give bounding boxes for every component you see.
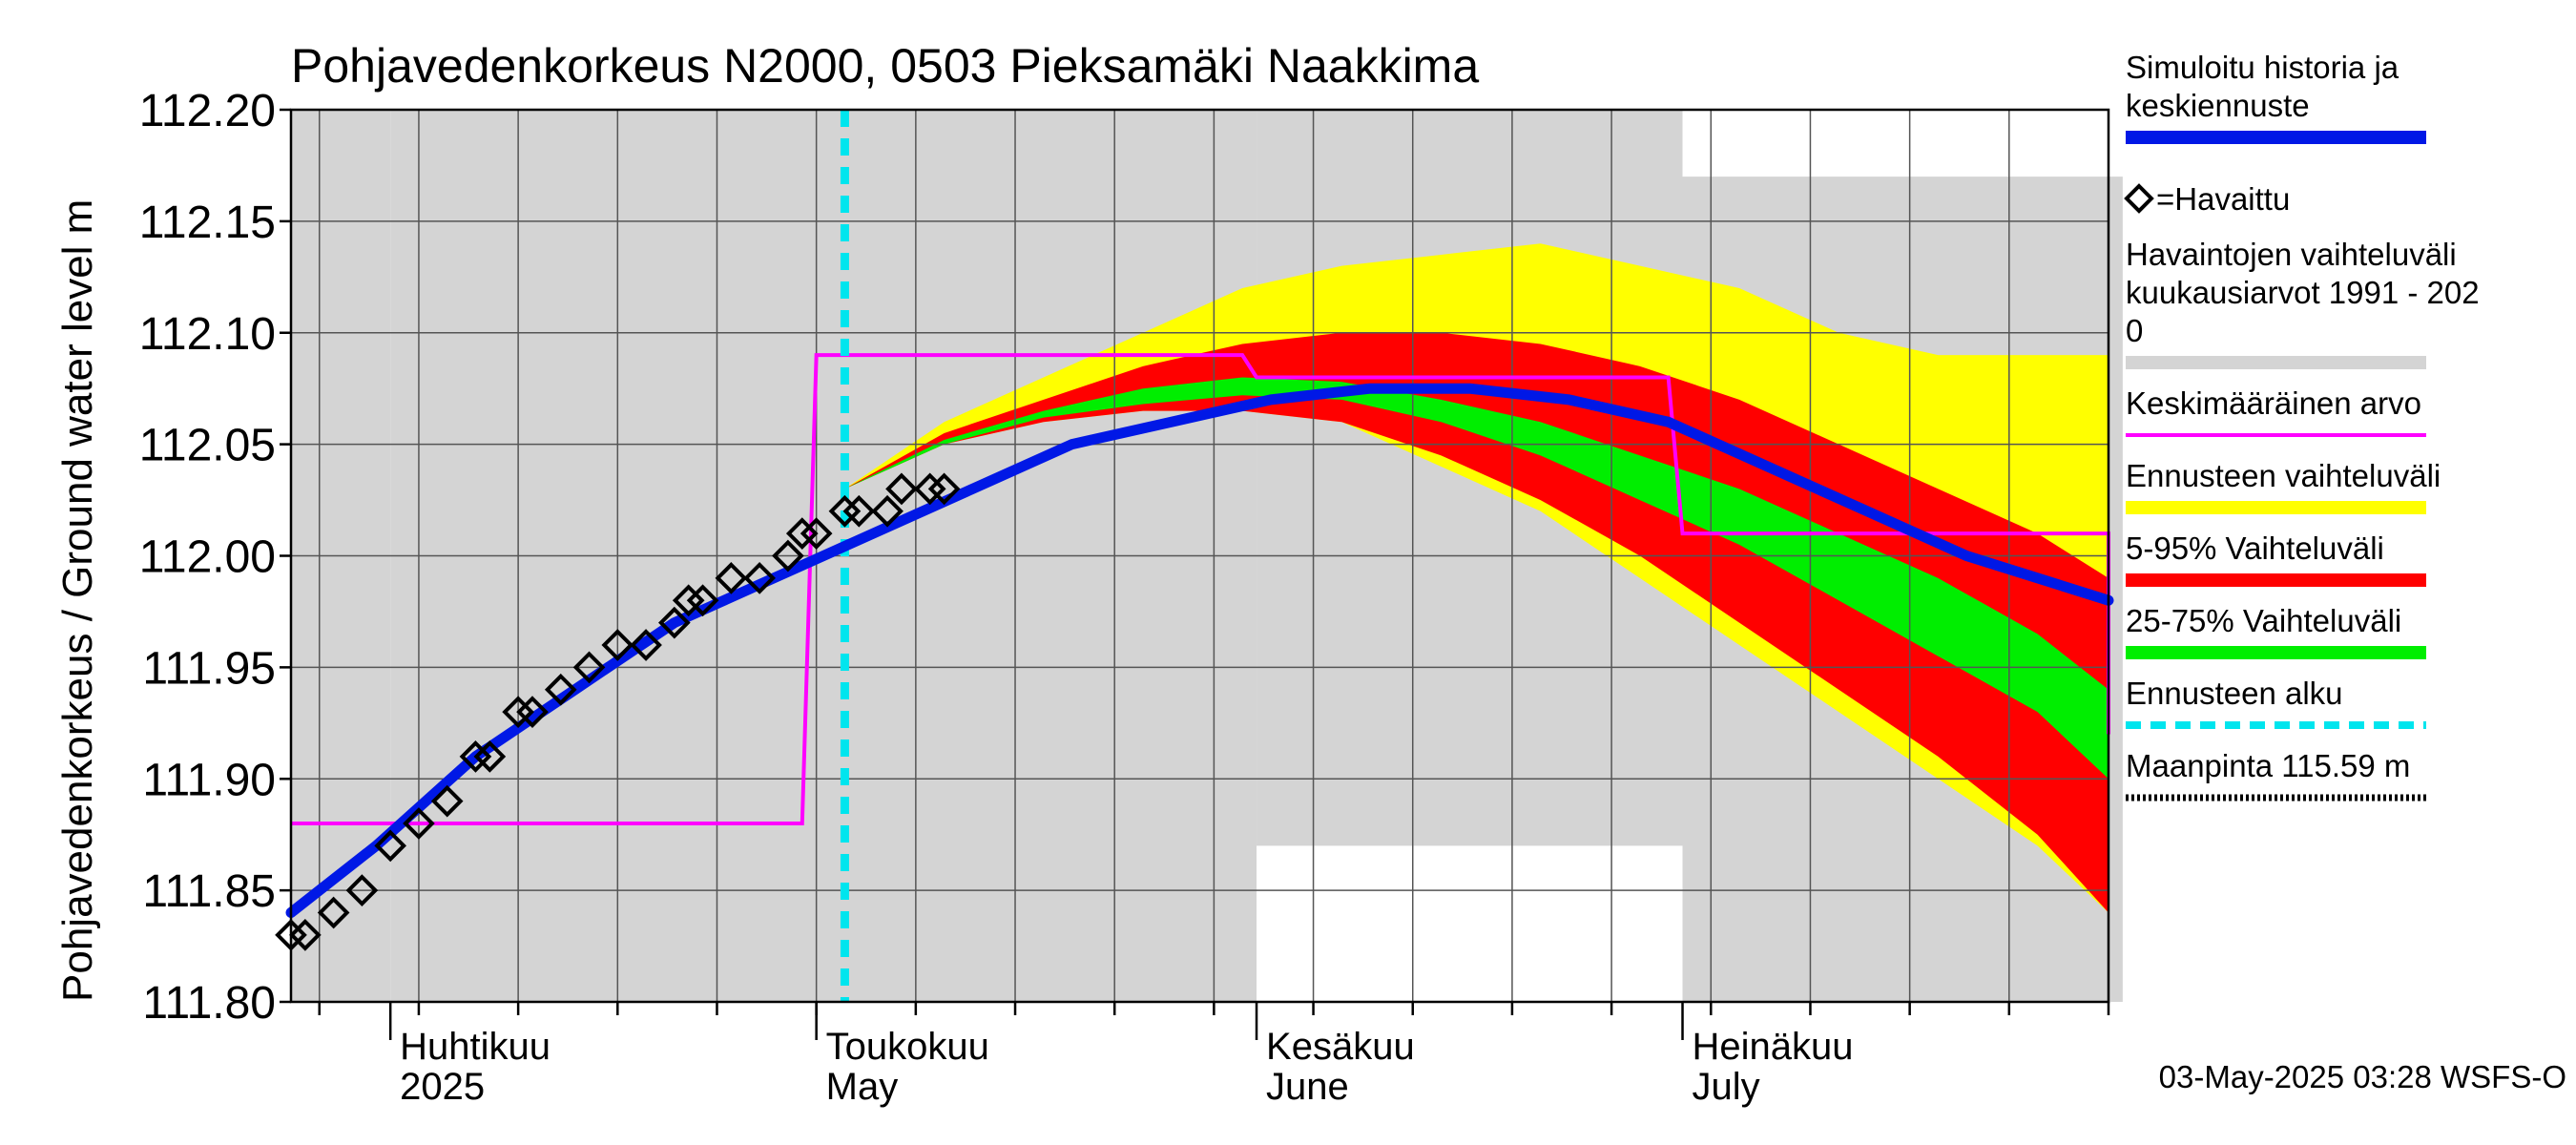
month-label-fi-0: Huhtikuu (400, 1026, 551, 1068)
observed-point (345, 874, 379, 906)
legend-swatch (2126, 573, 2426, 587)
legend-label: Ennusteen vaihteluväli (2126, 458, 2441, 493)
plot-area (275, 109, 2123, 1003)
observed-point (601, 629, 634, 661)
observed-point (289, 919, 322, 951)
month-label-en-0: 2025 (400, 1066, 485, 1108)
legend-label: keskiennuste (2126, 88, 2310, 123)
observed-point (516, 696, 549, 728)
y-tick-label-4: 112.00 (139, 532, 276, 583)
observed-point (502, 696, 534, 728)
legend-swatch (2126, 356, 2426, 369)
legend-swatch (2126, 646, 2426, 659)
legend-item-8: Maanpinta 115.59 m (2126, 748, 2426, 802)
legend-label: =Havaittu (2156, 181, 2290, 217)
month-label-fi-3: Heinäkuu (1693, 1026, 1854, 1068)
monthly-mean-line (291, 353, 2110, 825)
legend-item-1: =Havaittu (2124, 181, 2290, 217)
legend-label: kuukausiarvot 1991 - 202 (2126, 275, 2480, 310)
y-tick-label-8: 112.20 (139, 86, 276, 136)
legend-label: Maanpinta 115.59 m (2126, 748, 2410, 783)
observed-point (403, 807, 435, 840)
observed-point (544, 673, 577, 706)
y-tick-label-2: 111.90 (142, 755, 276, 805)
observed-point (871, 494, 904, 528)
legend-item-4: Ennusteen vaihteluväli (2126, 458, 2441, 514)
legend-item-6: 25-75% Vaihteluväli (2126, 603, 2426, 659)
observed-point (715, 562, 748, 594)
observed-point (785, 517, 819, 550)
legend-swatch (2126, 433, 2426, 437)
observed-point (672, 584, 705, 617)
legend-item-5: 5-95% Vaihteluväli (2126, 531, 2426, 587)
legend-diamond-icon (2124, 183, 2154, 214)
month-label-fi-1: Toukokuu (826, 1026, 989, 1068)
observed-point (828, 494, 862, 528)
y-tick-label-6: 112.10 (139, 309, 276, 360)
observed-point (800, 517, 833, 550)
observed-point (913, 472, 946, 506)
observed-point (374, 829, 407, 863)
legend-swatch (2126, 501, 2426, 514)
observed-point (658, 606, 691, 639)
observed-point (772, 539, 804, 572)
observed-point (459, 740, 492, 773)
observed-point (630, 629, 662, 661)
observed-point (686, 584, 719, 617)
axes: 111.80 111.85 111.90 111.95 112.00 112.05 112.… (139, 86, 2110, 1108)
y-axis-label: Pohjavedenkorkeus / Ground water level m (54, 199, 101, 1002)
legend-label: 5-95% Vaihteluväli (2126, 531, 2384, 566)
y-tick-label-1: 111.85 (142, 866, 276, 917)
legend-swatch (2126, 131, 2426, 144)
month-label-en-1: May (826, 1066, 899, 1108)
legend-label: Havaintojen vaihteluväli (2126, 237, 2457, 272)
p25-75-band (844, 377, 2109, 780)
y-tick-label-5: 112.05 (139, 421, 276, 471)
observed-point (430, 784, 464, 818)
month-label-fi-2: Kesäkuu (1266, 1026, 1415, 1068)
observed-point (927, 472, 961, 506)
observed-point (473, 740, 507, 773)
legend-label: Simuloitu historia ja (2126, 50, 2399, 85)
observed-point (885, 472, 918, 506)
chart-title: Pohjavedenkorkeus N2000, 0503 Pieksamäki… (291, 39, 1479, 93)
month-label-en-3: July (1693, 1066, 1760, 1108)
observed-point (572, 651, 606, 684)
observed-point (842, 494, 876, 528)
legend-label: Ennusteen alku (2126, 676, 2343, 711)
observed-point (317, 896, 350, 929)
timestamp-footer: 03-May-2025 03:28 WSFS-O (2159, 1059, 2566, 1094)
legend-item-2: Havaintojen vaihteluväli kuukausiarvot 1… (2126, 237, 2480, 369)
legend-label: Keskimääräinen arvo (2126, 385, 2421, 421)
legend-label: 0 (2126, 313, 2143, 348)
legend-item-3: Keskimääräinen arvo (2126, 385, 2426, 437)
y-tick-label-3: 111.95 (142, 643, 276, 694)
legend-label: 25-75% Vaihteluväli (2126, 603, 2401, 638)
observed-point (743, 562, 776, 594)
month-label-en-2: June (1266, 1066, 1349, 1108)
y-tick-label-0: 111.80 (142, 978, 276, 1029)
y-tick-label-7: 112.15 (139, 198, 276, 248)
legend-item-7: Ennusteen alku (2126, 676, 2426, 729)
